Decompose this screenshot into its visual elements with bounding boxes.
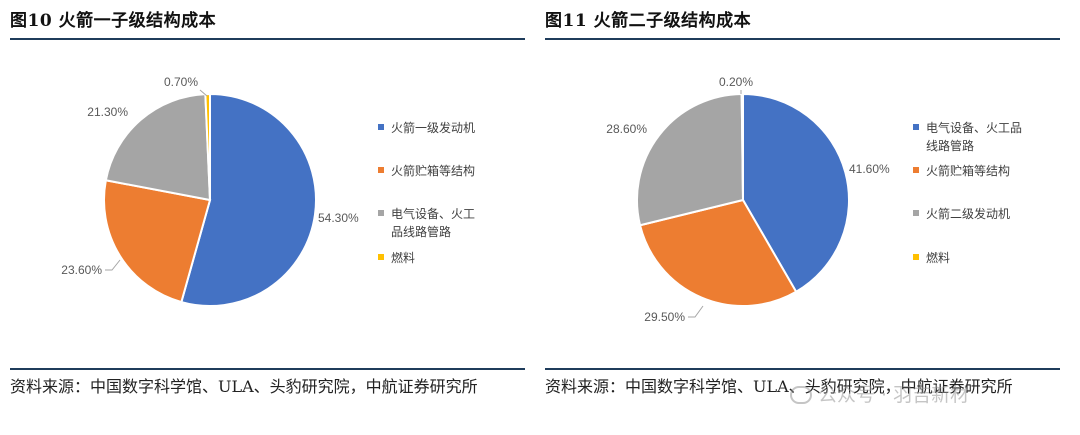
legend-marker — [378, 210, 384, 216]
data-label: 23.60% — [61, 263, 102, 277]
pie-slice — [638, 198, 798, 307]
legend-entry: 火箭二级发动机 — [926, 206, 1010, 221]
legend-entry: 电气设备、火工品 — [926, 120, 1022, 135]
figure-title: 图10 火箭一子级结构成本 — [10, 11, 217, 31]
pie-slice — [740, 92, 744, 201]
legend-entry: 火箭贮箱等结构 — [391, 163, 475, 178]
figure-title: 图11 火箭二子级结构成本 — [545, 11, 752, 31]
title-rule — [545, 38, 1060, 40]
legend-marker — [378, 167, 384, 173]
leader-line — [199, 89, 208, 97]
source-note: 资料来源：中国数字科学馆、ULA、头豹研究院，中航证券研究所 — [545, 377, 1013, 396]
legend-marker — [378, 124, 384, 130]
pie-slice — [742, 92, 850, 294]
data-label: 0.20% — [719, 75, 753, 89]
pie-chart-stage1: 54.30% 火箭一级发动机 23.60% 火箭贮箱等结构 21.30% 电气设备、火工品… — [61, 75, 475, 307]
wechat-icon — [790, 386, 812, 404]
legend-entry: 线路管路 — [926, 138, 974, 153]
source-note: 资料来源：中国数字科学馆、ULA、头豹研究院，中航证券研究所 — [10, 377, 478, 396]
title-rule — [10, 38, 525, 40]
data-label: 28.60% — [606, 122, 647, 136]
legend-marker — [378, 254, 384, 260]
data-label: 41.60% — [849, 162, 890, 176]
legend-entry: 燃料 — [926, 250, 950, 265]
watermark: 公众号 · 羽吉新材 — [790, 380, 969, 407]
pie-slice — [635, 92, 745, 227]
pie-slice — [104, 93, 212, 202]
legend-marker — [913, 210, 919, 216]
legend-entry: 品线路管路 — [391, 224, 451, 239]
source-rule — [545, 368, 1060, 370]
legend-entry: 燃料 — [391, 250, 415, 265]
legend-marker — [913, 254, 919, 260]
legend-entry: 电气设备、火工 — [391, 206, 475, 221]
leader-line — [105, 259, 121, 271]
pie-slice — [103, 179, 212, 304]
legend-entry: 火箭一级发动机 — [391, 120, 475, 135]
data-label: 29.50% — [644, 310, 685, 324]
legend-marker — [913, 167, 919, 173]
figure-10-panel: 图10 火箭一子级结构成本 54.30% 火箭一级发动机 23.60% 火箭贮箱等结构… — [10, 0, 525, 435]
watermark-text: 公众号 · 羽吉新材 — [818, 384, 970, 406]
legend-entry: 火箭贮箱等结构 — [926, 163, 1010, 178]
legend-marker — [913, 124, 919, 130]
data-label: 54.30% — [318, 211, 359, 225]
source-rule — [10, 368, 525, 370]
data-label: 21.30% — [87, 105, 128, 119]
pie-slice — [180, 92, 317, 307]
figure-11-panel: 图11 火箭二子级结构成本 41.60% 电气设备、火工品 线路管路 29.50% 火箭… — [545, 0, 1060, 435]
leader-line — [688, 305, 704, 318]
data-label: 0.70% — [164, 75, 198, 89]
